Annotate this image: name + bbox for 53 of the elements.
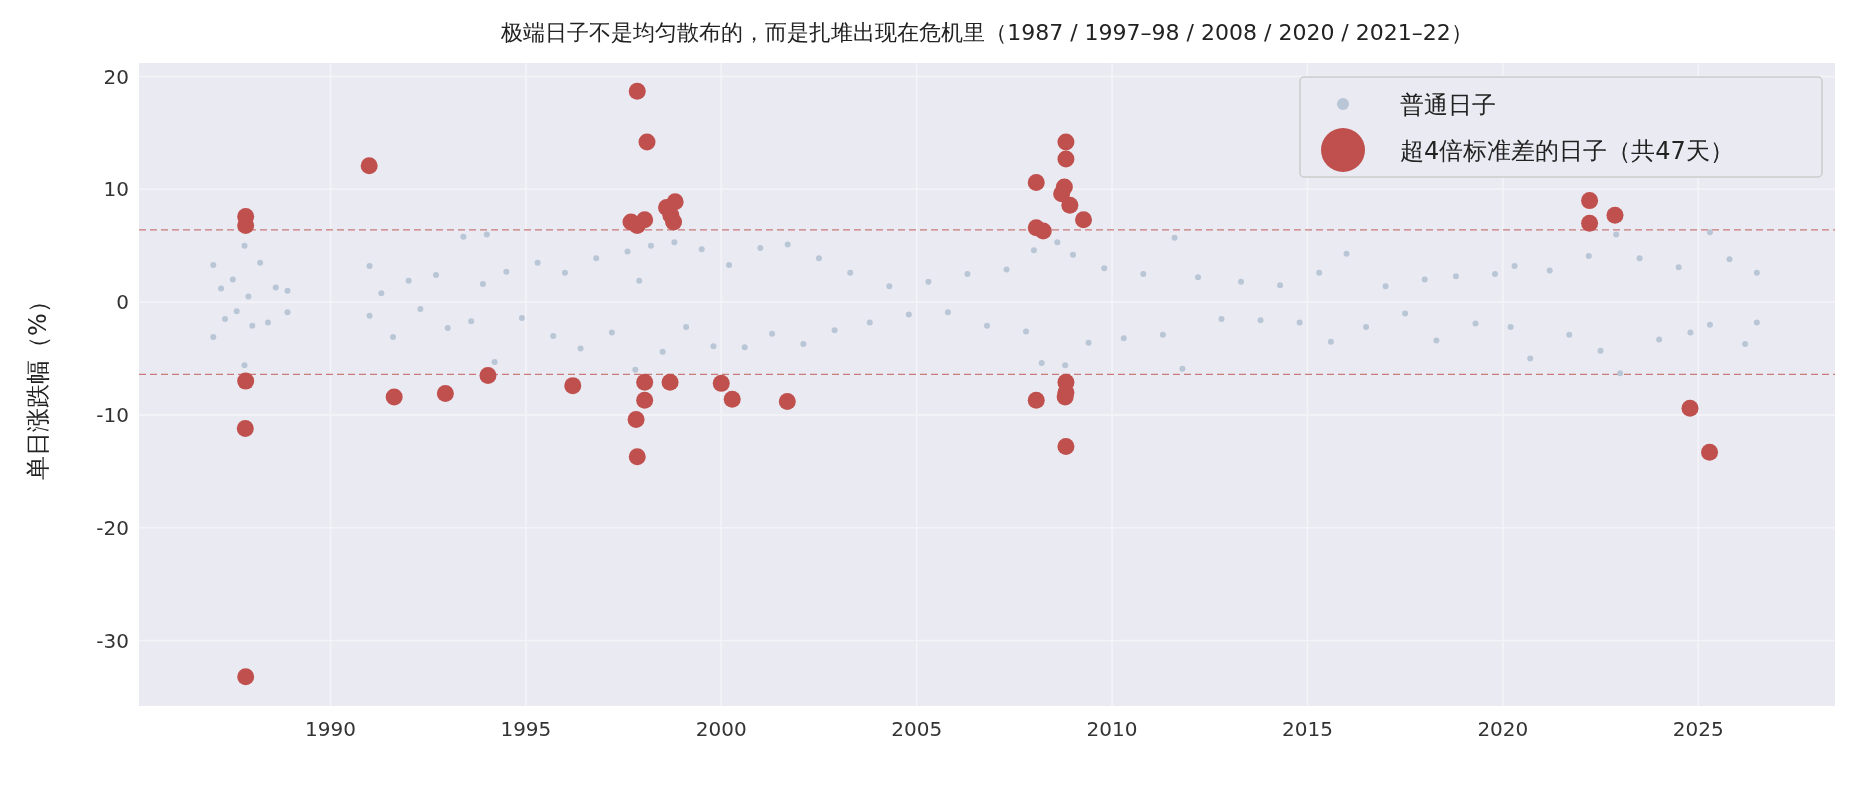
point — [1581, 214, 1599, 232]
point — [636, 391, 654, 409]
legend-label: 普通日子 — [1400, 91, 1496, 119]
point — [638, 133, 656, 151]
point — [636, 211, 654, 229]
point — [237, 372, 255, 390]
point — [1053, 185, 1071, 203]
x-tick-label: 2000 — [695, 717, 747, 741]
x-tick-label: 2010 — [1086, 717, 1138, 741]
point — [628, 448, 646, 466]
point — [1681, 399, 1699, 417]
x-tick-label: 2005 — [891, 717, 943, 741]
point — [661, 373, 679, 391]
y-tick-label: 10 — [103, 177, 129, 202]
legend-label: 超4倍标准差的日子（共47天） — [1400, 137, 1734, 165]
point — [360, 157, 378, 175]
point — [1057, 133, 1075, 151]
point — [1057, 150, 1075, 168]
point — [436, 385, 454, 403]
x-tick-label: 2015 — [1281, 717, 1333, 741]
point — [1606, 206, 1624, 224]
point — [628, 82, 646, 100]
chart-title: 极端日子不是均匀散布的，而是扎堆出现在危机里（1987 / 1997–98 / 2008 / 2020 / 2021–22） — [500, 20, 1473, 45]
point — [627, 410, 645, 428]
x-tick-label: 1995 — [500, 717, 552, 741]
point — [636, 373, 654, 391]
point — [237, 668, 255, 686]
y-axis-title: 单日涨跌幅（%） — [24, 289, 52, 480]
point — [712, 374, 730, 392]
point — [1701, 443, 1719, 461]
x-tick-label: 1990 — [305, 717, 356, 741]
point — [236, 420, 254, 437]
point — [1027, 174, 1045, 192]
point — [1075, 211, 1093, 229]
point — [479, 366, 497, 384]
point — [1034, 222, 1052, 240]
point — [1027, 391, 1045, 409]
y-tick-label: 20 — [103, 64, 129, 89]
point — [1057, 438, 1075, 456]
y-tick-label: 0 — [116, 290, 129, 315]
point — [564, 377, 582, 395]
point — [666, 193, 684, 211]
x-tick-label: 2020 — [1477, 717, 1529, 741]
point — [665, 213, 683, 231]
x-tick-label: 2025 — [1672, 717, 1724, 741]
point — [385, 388, 403, 406]
point — [1581, 192, 1599, 210]
y-tick-label: -10 — [96, 402, 129, 427]
point — [778, 392, 796, 410]
point — [723, 390, 741, 408]
point — [1061, 196, 1079, 214]
y-tick-label: -20 — [96, 515, 129, 540]
y-tick-label: -30 — [96, 628, 129, 653]
